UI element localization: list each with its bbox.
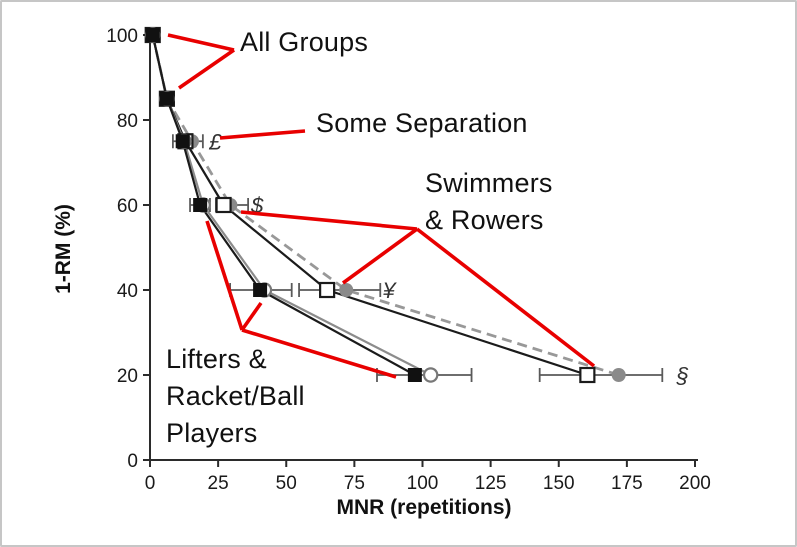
x-tick-label: 200 <box>679 473 711 494</box>
annotation-leader-line <box>219 129 306 140</box>
x-axis-label: MNR (repetitions) <box>336 496 512 519</box>
x-tick-label: 175 <box>611 473 643 494</box>
annotation-swimmers-rowers: Swimmers & Rowers <box>425 168 553 235</box>
x-tick-label: 150 <box>543 473 575 494</box>
annotation-all-groups: All Groups <box>240 27 369 57</box>
annotation-lifters-racketball: Lifters & Racket/Ball Players <box>166 344 305 448</box>
marker-filled-square <box>175 134 190 149</box>
y-tick-label: 40 <box>117 281 138 302</box>
y-tick-label: 100 <box>106 26 138 47</box>
x-tick-label: 0 <box>145 473 156 494</box>
marker-filled-square <box>253 283 268 297</box>
sig-symbol: § <box>676 363 689 388</box>
marker-filled-square <box>159 91 174 106</box>
marker-open-square <box>579 366 596 384</box>
marker-filled-square <box>407 368 422 382</box>
y-tick-label: 60 <box>117 196 138 217</box>
marker-open-circle <box>422 367 439 383</box>
marker-open-square <box>319 281 336 299</box>
annotation-leader-line <box>415 227 596 368</box>
annotation-some-separation: Some Separation <box>316 108 528 138</box>
annotation-leader-line <box>205 220 244 331</box>
x-tick-label: 75 <box>344 473 365 494</box>
marker-filled-square <box>145 28 160 42</box>
series-line-lifters-black-filled-square <box>151 34 416 376</box>
y-axis-label: 1-RM (%) <box>52 204 75 294</box>
marker-filled-square <box>193 198 208 212</box>
annotation-leader-line <box>341 227 419 285</box>
annotation-leader-line <box>167 33 235 52</box>
y-tick-label: 80 <box>117 111 138 132</box>
sig-symbol: £ <box>208 129 222 154</box>
annotation-leader-line <box>241 328 397 379</box>
x-tick-label: 100 <box>407 473 439 494</box>
x-tick-label: 125 <box>475 473 507 494</box>
marker-filled-circle <box>339 283 354 297</box>
annotation-leader-line <box>177 48 236 90</box>
annotation-leader-line <box>240 301 263 332</box>
marker-open-square <box>215 196 232 214</box>
x-tick-label: 50 <box>276 473 297 494</box>
y-tick-label: 20 <box>117 366 138 387</box>
y-tick-label: 0 <box>127 451 138 472</box>
annotation-leader-line <box>240 210 418 231</box>
marker-filled-circle <box>611 368 626 382</box>
x-tick-label: 25 <box>208 473 229 494</box>
sig-symbol: ¥ <box>383 278 397 303</box>
